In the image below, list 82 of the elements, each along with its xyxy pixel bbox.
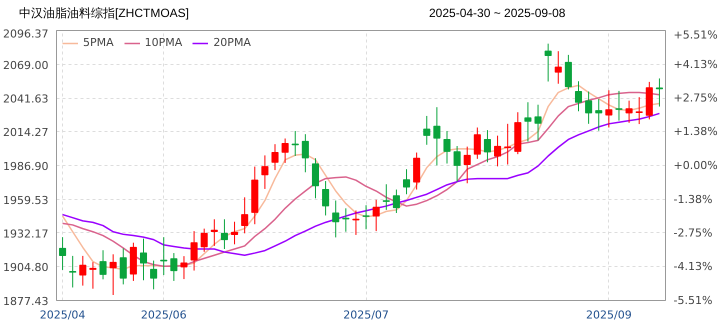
candlestick — [423, 115, 430, 146]
legend-label: 10PMA — [144, 36, 182, 49]
candlestick — [150, 260, 158, 290]
x-tick-label: 2025/07 — [343, 308, 389, 320]
candlestick — [322, 180, 330, 216]
candlestick — [292, 130, 299, 157]
y-tick-label: 2041.63 — [3, 92, 49, 106]
candlestick — [595, 98, 602, 132]
y-tick-label: 1932.17 — [3, 227, 49, 240]
candlestick — [190, 230, 198, 272]
x-tick-label: 2025/09 — [586, 308, 632, 320]
candlestick — [170, 252, 178, 282]
candlestick — [413, 152, 420, 190]
legend-label: 5PMA — [83, 36, 114, 49]
candlestick — [352, 210, 360, 236]
candlestick — [433, 106, 440, 166]
candlestick — [362, 204, 370, 230]
y2-tick-label: -2.75% — [674, 226, 712, 240]
y2-tick-label: -1.38% — [674, 192, 712, 206]
candlestick — [69, 255, 76, 288]
y-tick-label: 1904.80 — [3, 261, 49, 274]
y2-tick-label: -4.13% — [674, 260, 712, 274]
candlestick — [504, 123, 512, 166]
candlestick — [382, 184, 390, 210]
y2-tick-label: +2.75% — [674, 92, 718, 105]
y-tick-label: 2069.00 — [3, 58, 49, 72]
candlestick — [656, 78, 663, 108]
candlestick — [585, 91, 592, 124]
candlestick — [605, 90, 612, 128]
y-tick-label: 2014.27 — [3, 126, 49, 140]
candlestick — [402, 168, 410, 195]
y-tick-label: 1959.53 — [3, 194, 49, 207]
candlestick — [271, 144, 279, 171]
candlestick — [544, 43, 552, 82]
candlestick — [494, 135, 502, 167]
candlestick — [534, 104, 542, 141]
candlestick — [636, 96, 643, 125]
candlestick — [524, 102, 532, 142]
candlestick — [200, 228, 208, 252]
y2-tick-label: -5.51% — [674, 294, 712, 307]
y2-tick-label: +0.00% — [674, 159, 718, 172]
candlestick — [574, 80, 582, 112]
candlestick — [615, 90, 622, 122]
candlestick — [160, 236, 168, 276]
candlestick — [210, 218, 218, 246]
candlestick — [302, 134, 309, 173]
candlestick — [140, 238, 148, 281]
candlestick — [474, 127, 481, 160]
y-tick-label: 2096.37 — [3, 28, 49, 40]
candlestick — [464, 146, 471, 184]
candlestick — [454, 146, 461, 182]
y2-tick-label: +1.38% — [674, 125, 718, 138]
candlestick — [392, 189, 400, 214]
y2-tick-label: +4.13% — [674, 58, 718, 71]
x-tick-label: 2025/04 — [40, 308, 86, 320]
candlestick — [261, 154, 268, 190]
y-tick-label: 1986.90 — [3, 160, 49, 173]
candlestick — [443, 130, 451, 164]
candlestick — [59, 236, 66, 270]
candlestick — [220, 218, 228, 250]
candlestick — [372, 199, 380, 232]
candlestick — [241, 196, 248, 234]
chart-subtitle: 2025-04-30 ~ 2025-09-08 — [429, 5, 566, 22]
chart-title: 中汉油脂油料综指[ZHCTMOAS] — [19, 5, 189, 22]
candlestick — [342, 208, 350, 232]
candlestick — [120, 248, 127, 285]
legend-label: 20PMA — [213, 36, 251, 49]
candlestick — [626, 100, 633, 124]
candlestick — [180, 256, 188, 280]
candlestick — [231, 221, 238, 245]
candlestick — [554, 50, 562, 84]
y-tick-label: 1877.43 — [3, 295, 49, 308]
candlestick — [110, 254, 117, 296]
y2-tick-label: +5.51% — [674, 28, 718, 42]
candlestick — [282, 138, 289, 164]
candlestick — [89, 262, 96, 290]
candlestick — [79, 255, 86, 286]
candlestick — [484, 130, 491, 163]
x-tick-label: 2025/06 — [140, 308, 187, 320]
candlestick — [312, 158, 320, 199]
candlestick — [332, 200, 340, 238]
candlestick — [100, 250, 107, 280]
